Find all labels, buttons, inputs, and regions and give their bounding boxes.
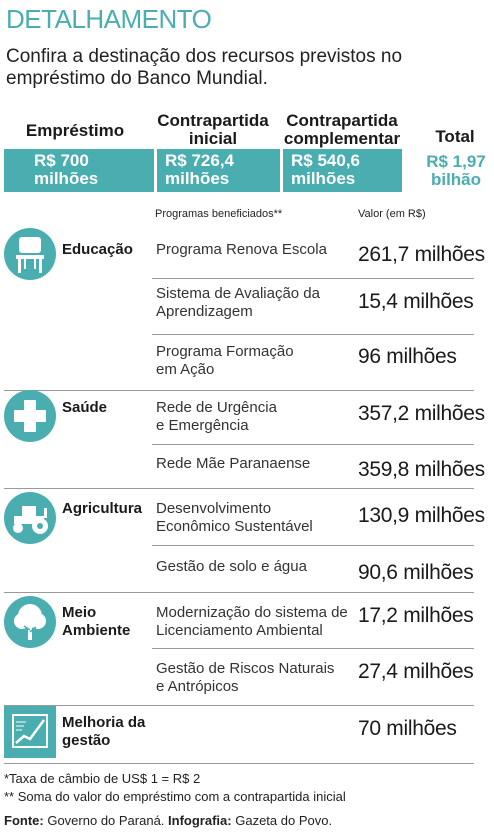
program-value: 17,2 milhões: [358, 604, 474, 627]
program-value: 27,4 milhões: [358, 660, 474, 683]
program-value: 90,6 milhões: [358, 561, 474, 584]
program-name: Gestão de solo e água: [156, 558, 307, 575]
summary-label-emprestimo: Empréstimo: [25, 121, 125, 140]
program-name: Desenvolvimento Econômico Sustentável: [156, 500, 313, 535]
program-name: Rede de Urgência e Emergência: [156, 399, 277, 434]
tree-icon: [4, 596, 56, 648]
summary-label-contrapartida-inicial: Contrapartida inicial: [157, 111, 269, 148]
summary-value-contrapartida-inicial: R$ 726,4 milhões: [157, 149, 280, 192]
summary-value-contrapartida-complementar: R$ 540,6 milhões: [283, 149, 402, 192]
page-subtitle: Confira a destinação dos recursos previs…: [6, 46, 403, 89]
program-value: 261,7 milhões: [358, 243, 485, 266]
cross-icon: [4, 390, 56, 442]
row-divider: [152, 278, 474, 279]
category-divider: [4, 488, 474, 489]
summary-value-emprestimo: R$ 700 milhões: [4, 149, 154, 192]
chair-icon: [4, 228, 56, 280]
program-name: Sistema de Avaliação da Aprendizagem: [156, 285, 320, 320]
summary-label-contrapartida-complementar: Contrapartida complementar: [283, 111, 401, 148]
program-value: 15,4 milhões: [358, 290, 474, 313]
column-header-programs: Programas beneficiados**: [155, 208, 283, 220]
source-line: Fonte: Governo do Paraná. Infografia: Ga…: [4, 813, 333, 828]
program-value: 70 milhões: [358, 717, 457, 740]
category-divider: [4, 592, 474, 593]
program-name: Programa Renova Escola: [156, 241, 327, 258]
column-header-value: Valor (em R$): [358, 208, 426, 220]
program-name: Programa Formação em Ação: [156, 343, 294, 378]
program-name: Rede Mãe Paranaense: [156, 455, 311, 472]
category-educacao: Educação: [62, 241, 133, 258]
program-value: 130,9 milhões: [358, 504, 485, 527]
chart-board-icon: [4, 706, 56, 758]
category-divider: [4, 705, 474, 706]
page-title: DETALHAMENTO: [6, 4, 212, 34]
row-divider: [152, 545, 474, 546]
program-value: 96 milhões: [358, 345, 457, 368]
category-divider: [4, 390, 474, 391]
category-divider: [4, 763, 474, 764]
program-value: 359,8 milhões: [358, 458, 485, 481]
tractor-icon: [4, 492, 56, 544]
program-value: 357,2 milhões: [358, 402, 485, 425]
summary-label-total: Total: [435, 127, 475, 146]
category-saude: Saúde: [62, 399, 108, 416]
footnote-exchange-rate: *Taxa de câmbio de US$ 1 = R$ 2: [4, 771, 201, 786]
row-divider: [152, 444, 474, 445]
category-melhoria-gestao: Melhoria da gestão: [62, 714, 146, 749]
program-name: Gestão de Riscos Naturais e Antrópicos: [156, 660, 335, 695]
row-divider: [152, 648, 474, 649]
footnote-programs: ** Soma do valor do empréstimo com a con…: [4, 789, 346, 804]
program-name: Modernização do sistema de Licenciamento…: [156, 604, 348, 639]
category-agricultura: Agricultura: [62, 500, 143, 517]
summary-value-total: R$ 1,97 bilhão: [426, 152, 486, 189]
category-meio-ambiente: Meio Ambiente: [62, 604, 131, 639]
row-divider: [152, 334, 474, 335]
